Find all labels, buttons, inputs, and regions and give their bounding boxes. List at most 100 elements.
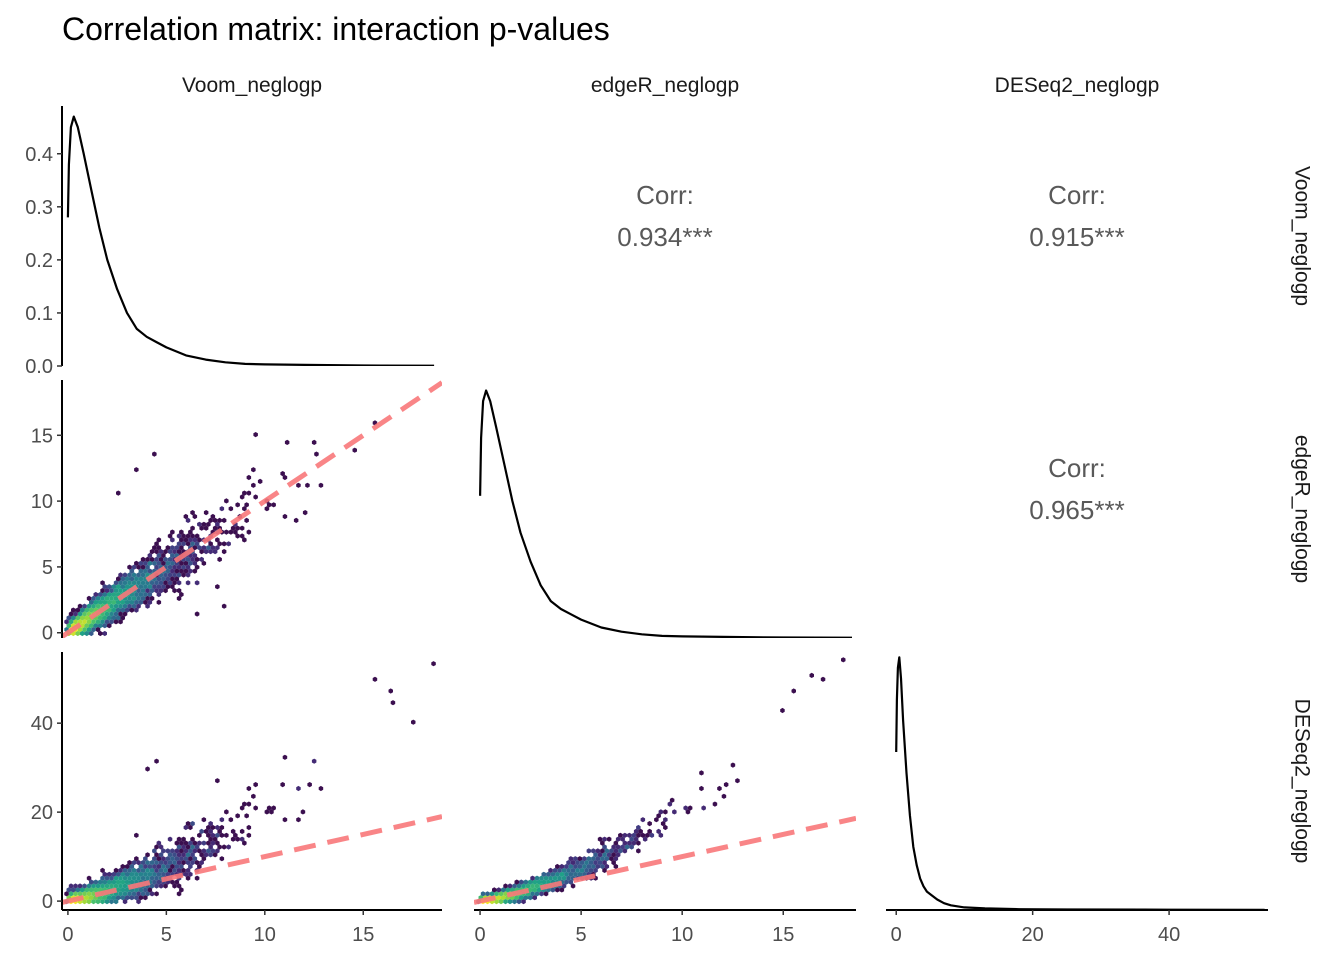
hex-bin: [84, 630, 89, 637]
hex-bin: [561, 883, 567, 889]
hex-bin: [93, 879, 98, 885]
hex-bin: [109, 883, 114, 889]
hex-bin: [521, 899, 526, 905]
hex-bin: [143, 863, 148, 870]
hex-bin: [89, 630, 94, 637]
hex-bin: [174, 545, 180, 551]
hex-bin: [98, 630, 103, 637]
hex-bin: [208, 836, 213, 842]
hex-bin: [235, 502, 240, 508]
hex-bin: [528, 879, 533, 885]
hex-bin: [120, 615, 125, 621]
hex-bin: [264, 809, 270, 815]
hex-bin: [217, 828, 222, 834]
hex-bin: [179, 591, 184, 598]
hex-bin: [86, 627, 92, 633]
hex-bin: [640, 832, 646, 838]
hex-bin: [514, 879, 519, 885]
hex-bin: [107, 623, 112, 629]
hex-bin: [156, 537, 162, 543]
hex-bin: [143, 856, 148, 862]
hex-bin: [104, 619, 110, 625]
hex-bin: [149, 580, 155, 586]
hex-bin: [516, 883, 522, 889]
hex-bin: [113, 603, 119, 609]
hex-bin: [226, 541, 231, 547]
hex-bin: [145, 556, 150, 562]
y-tick-label: 0.1: [25, 303, 53, 325]
hex-bin: [113, 883, 119, 889]
hex-bin: [154, 844, 159, 850]
hex-bin: [138, 576, 144, 582]
hex-bin: [611, 852, 616, 858]
hex-bin: [190, 860, 195, 866]
hex-bin: [190, 852, 195, 858]
hex-bin: [307, 782, 312, 788]
hex-bin: [174, 863, 180, 870]
hex-bin: [77, 891, 83, 897]
hex-bin: [163, 572, 168, 578]
hex-bin: [190, 533, 195, 539]
hex-bin: [154, 564, 159, 570]
hex-bin: [615, 852, 621, 858]
hex-bin: [89, 607, 94, 613]
hex-bin: [579, 860, 585, 866]
hex-bin: [564, 871, 569, 877]
hex-bin: [176, 836, 182, 842]
hex-bin: [185, 556, 191, 562]
hex-bin: [627, 840, 632, 846]
hex-bin: [120, 887, 125, 893]
hex-bin: [152, 871, 157, 877]
hex-bin: [127, 580, 132, 586]
hex-bin: [116, 887, 121, 893]
hex-bin: [212, 549, 218, 555]
hex-bin: [91, 627, 96, 633]
hex-bin: [134, 895, 139, 901]
hex-bin: [149, 883, 155, 889]
hex-bin: [143, 560, 148, 566]
hex-bin: [588, 867, 594, 873]
hex-bin: [140, 564, 146, 570]
hex-bin: [593, 867, 598, 873]
hex-bin: [629, 836, 634, 842]
hex-bin: [86, 899, 92, 905]
hex-bin: [188, 863, 193, 870]
hex-bin: [210, 545, 216, 551]
hex-bin: [197, 537, 202, 543]
hex-bin: [584, 867, 589, 873]
hex-bin: [494, 899, 499, 905]
x-tick-label: 10: [254, 924, 276, 946]
hex-bin: [82, 891, 87, 897]
hex-bin: [185, 860, 191, 866]
hex-bin: [77, 883, 83, 889]
hex-bin: [656, 813, 661, 819]
hex-bin: [618, 832, 623, 838]
hex-bin: [221, 844, 227, 850]
hex-bin: [73, 619, 78, 625]
hex-bin: [280, 782, 285, 788]
hex-bin: [609, 848, 614, 854]
hex-bin: [492, 887, 497, 893]
hex-bin: [140, 875, 146, 881]
hex-bin: [219, 856, 225, 862]
hex-bin: [194, 580, 200, 586]
hex-bin: [208, 844, 213, 850]
hex-bin: [129, 863, 135, 870]
hex-bin: [158, 549, 164, 555]
hex-bin: [208, 821, 213, 827]
hex-bin: [622, 848, 628, 854]
hex-bin: [71, 607, 76, 613]
hex-bin: [71, 887, 76, 893]
hex-bin: [136, 891, 141, 897]
hex-bin: [197, 848, 202, 854]
hex-bin: [143, 599, 148, 605]
x-tick-label: 20: [1022, 924, 1044, 946]
corr-value: 0.934***: [617, 222, 712, 252]
hex-bin: [129, 879, 135, 885]
plot-area: [62, 380, 442, 638]
hex-bin: [113, 867, 119, 873]
hex-bin: [566, 860, 571, 866]
hex-bin: [188, 824, 193, 831]
hex-bin: [152, 863, 157, 870]
hex-bin: [122, 875, 128, 881]
